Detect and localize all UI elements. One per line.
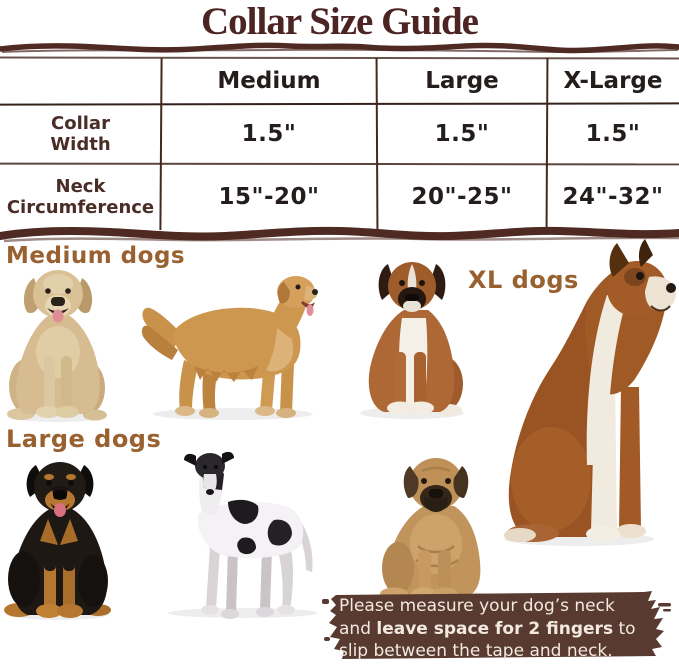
brush-divider-table-bottom xyxy=(0,226,679,243)
note-line-3: slip between the tape and neck. xyxy=(339,641,613,661)
note-line-1: Please measure your dog’s neck xyxy=(339,596,615,616)
great-dane-harlequin-standing-photo xyxy=(168,451,318,619)
xl-dogs-label: XL dogs xyxy=(468,266,579,294)
neck-circumference-xlarge: 24"-32" xyxy=(562,183,664,210)
table-header-xlarge: X-Large xyxy=(563,67,663,94)
large-dogs-label: Large dogs xyxy=(6,425,162,453)
boxer-sitting-photo xyxy=(360,262,464,419)
page-title: Collar Size Guide xyxy=(201,0,479,43)
note-text: Please measure your dog’s neck and leave… xyxy=(339,595,657,663)
note-line-2: and leave space for 2 fingers to xyxy=(339,618,636,639)
boxer-large-sitting-photo xyxy=(504,239,677,546)
neck-circumference-medium: 15"-20" xyxy=(218,183,320,210)
medium-dogs-label: Medium dogs xyxy=(6,243,186,269)
english-mastiff-sitting-photo xyxy=(379,458,489,602)
table-row-label-neck-circumference: Neck Circumference xyxy=(6,175,155,218)
yellow-labrador-sitting-photo xyxy=(7,270,107,422)
note-brush-background xyxy=(322,591,671,659)
measurement-note: Please measure your dog’s neck and leave… xyxy=(322,585,674,667)
golden-retriever-standing-photo xyxy=(141,276,318,420)
collar-width-medium: 1.5" xyxy=(241,120,297,147)
size-table: Medium Large X-Large Collar Width 1.5" 1… xyxy=(0,57,679,230)
table-header-medium: Medium xyxy=(217,67,321,94)
neck-circumference-large: 20"-25" xyxy=(411,183,513,210)
table-row-label-collar-width: Collar Width xyxy=(50,112,111,155)
table-corner-cell xyxy=(0,57,161,104)
collar-width-xlarge: 1.5" xyxy=(585,120,641,147)
rottweiler-sitting-photo xyxy=(4,462,111,620)
table-header-large: Large xyxy=(425,67,499,94)
collar-width-large: 1.5" xyxy=(434,120,490,147)
brush-divider-top xyxy=(0,42,679,54)
